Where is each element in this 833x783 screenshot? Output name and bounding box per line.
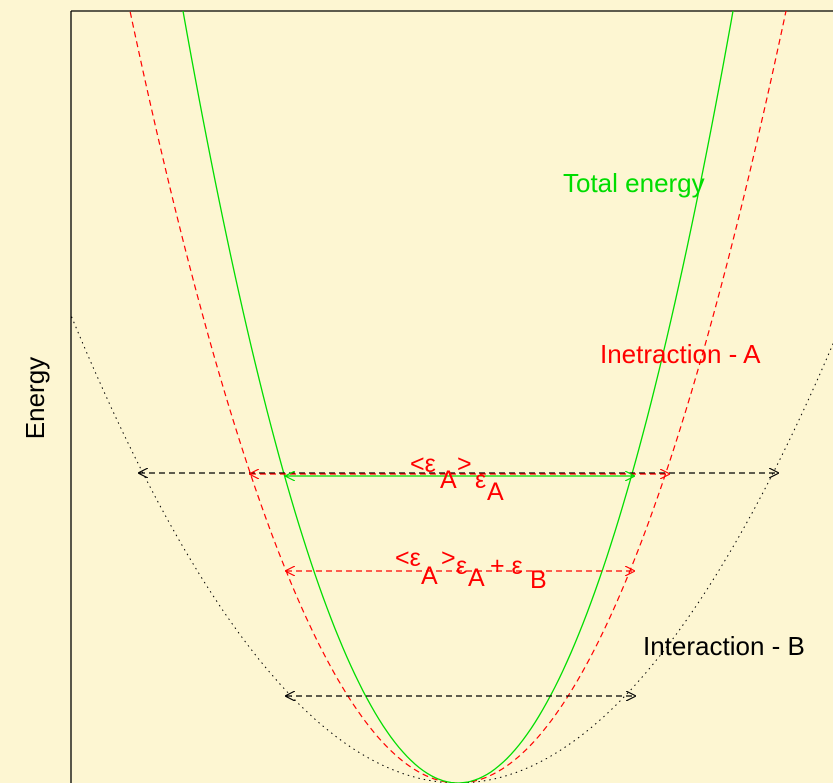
interaction-b-curve (71, 314, 833, 783)
total-energy-curve (182, 11, 734, 783)
curves (71, 11, 833, 783)
upper-formula: <ε A > ε A (410, 450, 504, 506)
upper-formula-eps: ε (475, 466, 486, 494)
plot-frame (70, 10, 833, 783)
lower-formula: <ε A > ε A + ε B (395, 544, 547, 594)
lower-formula-sub2: A (468, 564, 485, 592)
lower-formula-open: <ε (395, 544, 421, 572)
upper-formula-sub1: A (440, 466, 457, 494)
upper-formula-close: > (457, 450, 472, 478)
upper-formula-sub2: A (487, 478, 504, 506)
lower-formula-eps: ε (456, 552, 467, 580)
interaction-a-curve (129, 11, 787, 783)
lower-formula-close: > (441, 544, 456, 572)
lower-formula-sub3: B (530, 566, 547, 594)
arrows (139, 473, 778, 696)
total-energy-label: Total energy (563, 168, 705, 198)
interaction-b-label: Interaction - B (643, 631, 805, 661)
interaction-a-label: Inetraction - A (600, 339, 761, 369)
lower-formula-sub1: A (421, 562, 438, 590)
y-axis-label: Energy (20, 357, 50, 439)
lower-formula-plus: + ε (483, 552, 523, 580)
upper-formula-open: <ε (410, 450, 436, 478)
